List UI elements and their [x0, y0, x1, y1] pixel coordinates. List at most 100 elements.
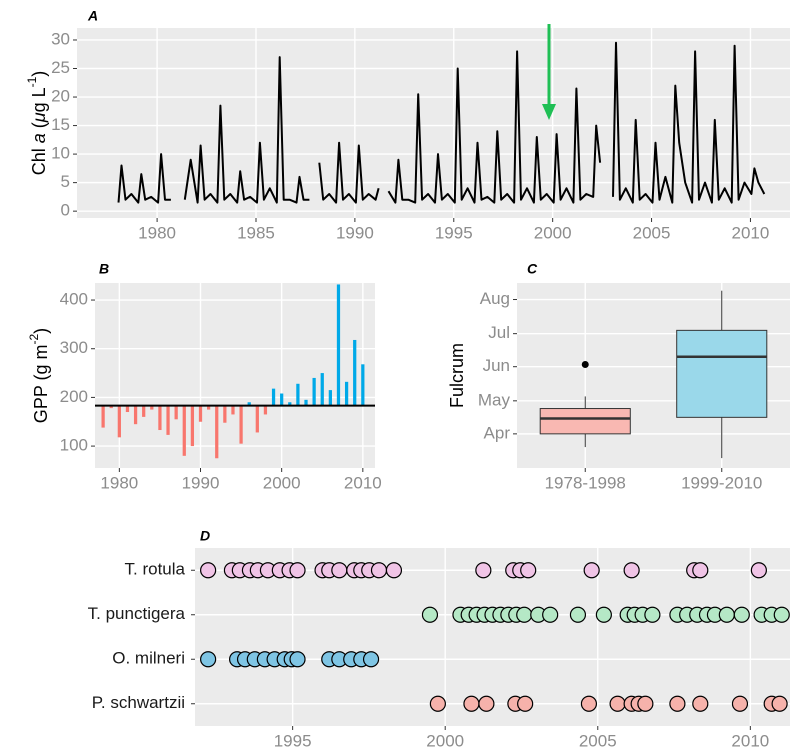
y-tick-label: 5: [61, 172, 70, 191]
dot: [644, 606, 661, 623]
y-axis-title: GPP (g m-2): [27, 328, 51, 423]
dot: [331, 562, 348, 579]
x-tick-label: 1985: [237, 223, 275, 242]
panel-background: [95, 283, 375, 468]
y-tick-label: 300: [60, 338, 88, 357]
panel-label: B: [99, 261, 109, 277]
bar: [198, 405, 203, 422]
y-axis-title-part: μ: [29, 112, 49, 123]
dot: [731, 695, 749, 712]
dot: [771, 695, 788, 712]
x-tick-label: 1980: [138, 223, 176, 242]
y-tick-label: 30: [51, 29, 70, 48]
bar: [320, 373, 324, 406]
outlier: [581, 360, 589, 368]
x-tick-label: 2010: [344, 473, 382, 492]
y-tick-label: 15: [51, 115, 70, 134]
dot: [289, 651, 306, 668]
dot: [478, 695, 495, 712]
dot: [200, 651, 217, 668]
dot: [692, 695, 709, 712]
y-tick-label: Jul: [488, 323, 510, 342]
x-tick-label: 2000: [534, 223, 572, 242]
dot: [421, 606, 439, 623]
x-tick-label: 1990: [182, 473, 220, 492]
y-tick-label: 25: [51, 58, 70, 77]
dot: [580, 695, 598, 712]
dot: [542, 606, 559, 623]
y-tick-label: 200: [60, 387, 88, 406]
dot: [475, 562, 492, 579]
y-axis-title-part: (: [29, 122, 49, 133]
y-axis-title-part: g L: [29, 87, 49, 112]
dot: [583, 562, 600, 579]
dot: [463, 695, 480, 712]
bar: [304, 399, 308, 406]
box: [676, 329, 768, 418]
category-label: T. rotula: [125, 560, 186, 579]
dot: [609, 695, 626, 712]
x-tick-label: 2005: [633, 223, 671, 242]
bar: [182, 405, 186, 456]
bar: [271, 388, 276, 406]
dot: [289, 562, 306, 579]
bar: [125, 405, 130, 413]
y-axis-title: Chl a (μg L-1): [25, 71, 49, 176]
dot: [520, 562, 537, 579]
dot: [692, 562, 709, 579]
y-axis-title-part: a: [29, 133, 49, 143]
dot: [733, 606, 750, 623]
bar: [263, 405, 268, 415]
y-tick-label: Jun: [483, 356, 510, 375]
x-tick-label: 2000: [426, 731, 464, 750]
x-tick-label: 1995: [274, 731, 312, 750]
y-axis-title-part: GPP (g m: [31, 344, 51, 423]
x-tick-label: 2000: [263, 473, 301, 492]
bar: [361, 364, 365, 406]
category-label: P. schwartzii: [92, 693, 185, 712]
panel-label: A: [87, 8, 98, 24]
y-tick-label: 100: [60, 436, 88, 455]
y-axis-title-part: ): [29, 71, 49, 77]
y-tick-label: 400: [60, 290, 88, 309]
bar: [117, 405, 121, 438]
box: [539, 408, 631, 435]
data-line: [117, 41, 766, 204]
bar: [336, 284, 341, 406]
bar: [296, 383, 300, 406]
y-axis-title-part: ): [31, 328, 51, 334]
bar: [174, 405, 178, 420]
bar: [101, 405, 105, 428]
x-tick-label: 1999-2010: [681, 473, 762, 492]
x-tick-label: 2010: [732, 223, 770, 242]
y-tick-label: Aug: [480, 289, 510, 308]
dot: [370, 562, 388, 579]
y-axis-title-part: -2: [27, 333, 41, 344]
dot: [516, 606, 533, 623]
bar: [133, 405, 138, 425]
panel-label: C: [527, 261, 538, 277]
y-tick-label: 10: [51, 144, 70, 163]
y-tick-label: May: [478, 390, 511, 409]
dot: [595, 606, 612, 623]
dot: [718, 606, 735, 623]
x-tick-label: 2005: [579, 731, 617, 750]
x-tick-label: 1990: [336, 223, 374, 242]
bar: [150, 405, 154, 410]
category-label: T. punctigera: [88, 604, 186, 623]
dot: [362, 651, 380, 668]
dot: [669, 695, 686, 712]
y-axis-title-part: -1: [25, 76, 39, 87]
bar: [231, 405, 235, 415]
panel-background: [195, 548, 790, 726]
dot: [569, 606, 587, 623]
bar: [312, 377, 316, 406]
bar: [239, 405, 243, 444]
dot: [637, 695, 654, 712]
bar: [142, 405, 146, 417]
panel-label: D: [200, 528, 210, 544]
y-tick-label: 0: [61, 201, 70, 220]
y-axis-title-part: Chl: [29, 143, 49, 175]
y-tick-label: 20: [51, 87, 70, 106]
y-tick-label: Apr: [484, 423, 511, 442]
